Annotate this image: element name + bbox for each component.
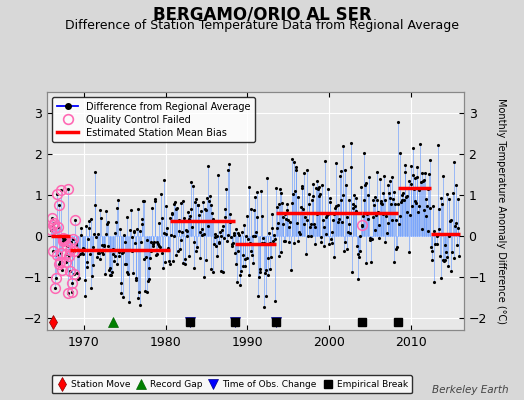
Legend: Station Move, Record Gap, Time of Obs. Change, Empirical Break: Station Move, Record Gap, Time of Obs. C… [52, 376, 412, 394]
Text: BERGAMO/ORIO AL SER: BERGAMO/ORIO AL SER [152, 5, 372, 23]
Text: Berkeley Earth: Berkeley Earth [432, 385, 508, 395]
Legend: Difference from Regional Average, Quality Control Failed, Estimated Station Mean: Difference from Regional Average, Qualit… [52, 97, 255, 142]
Y-axis label: Monthly Temperature Anomaly Difference (°C): Monthly Temperature Anomaly Difference (… [496, 98, 506, 324]
Text: Difference of Station Temperature Data from Regional Average: Difference of Station Temperature Data f… [65, 19, 459, 32]
